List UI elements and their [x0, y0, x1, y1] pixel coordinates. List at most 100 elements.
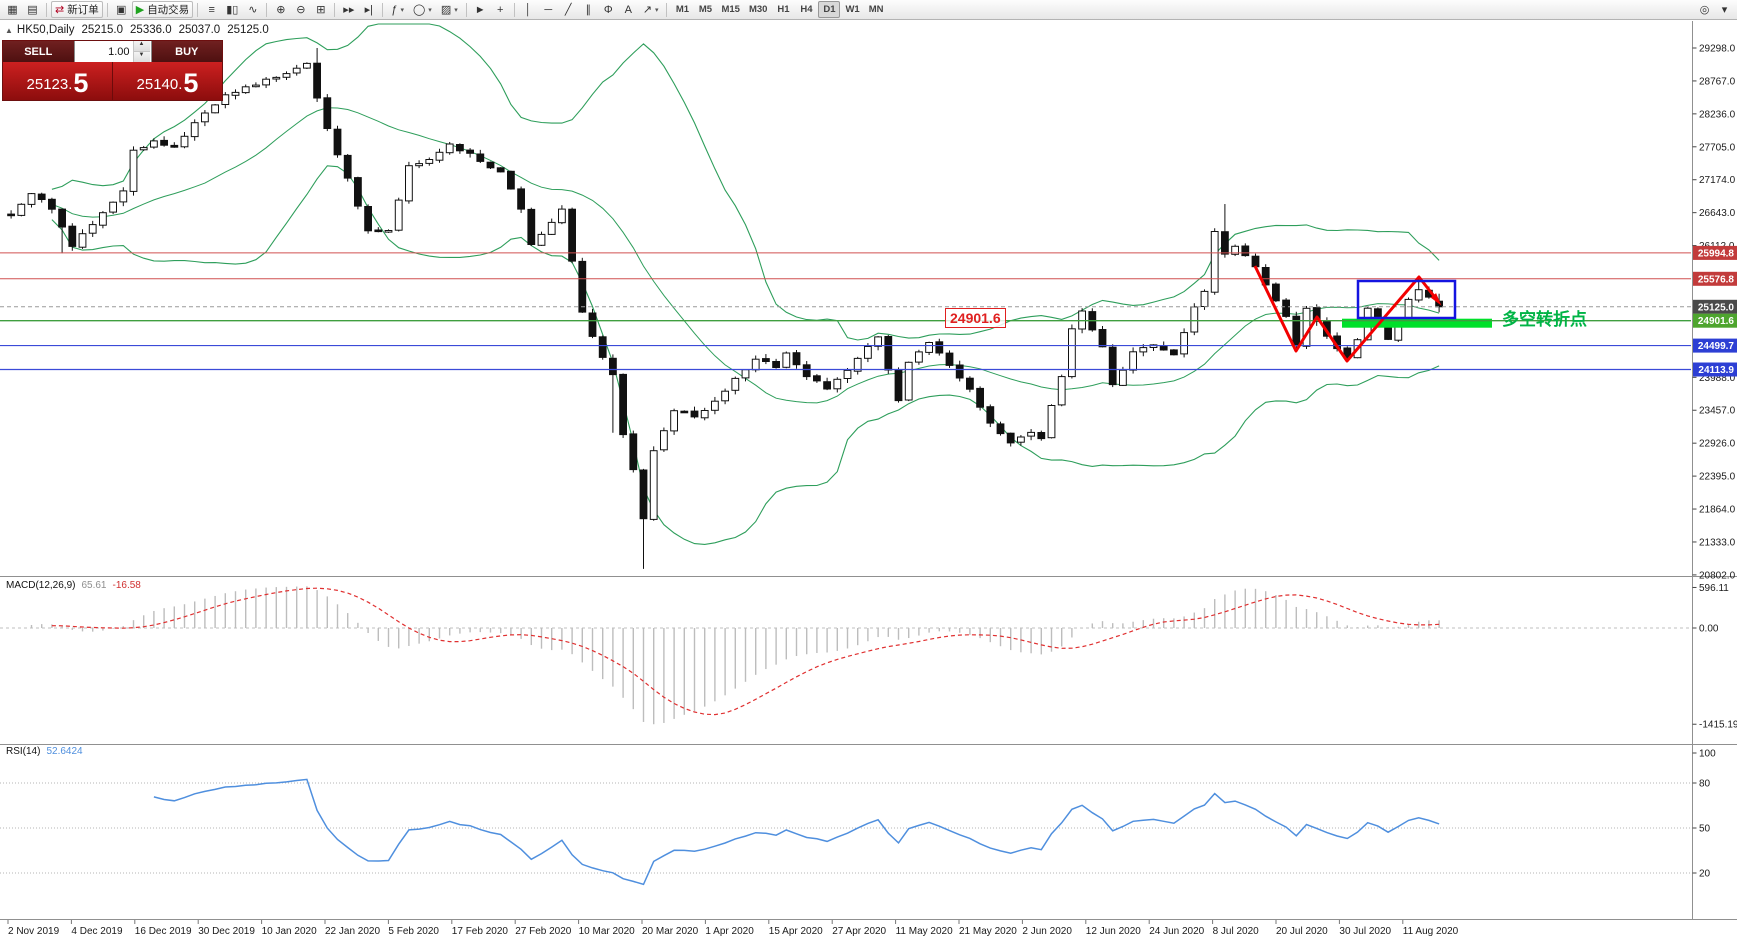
vertical-line-icon: │ — [524, 3, 532, 16]
equidistant-channel-icon: ∥ — [585, 4, 591, 16]
rsi-name: RSI(14) — [6, 746, 41, 757]
vertical-line-button[interactable]: │ — [519, 1, 538, 18]
candle — [282, 73, 291, 78]
candle — [1414, 289, 1423, 301]
candle — [813, 375, 821, 382]
trendline-button[interactable]: ╱ — [559, 1, 578, 18]
fibonacci-button[interactable]: Φ — [599, 1, 618, 18]
price-level-tag-label: 25576.8 — [1698, 274, 1735, 285]
indicators-button[interactable]: ƒ ▾ — [387, 1, 408, 18]
zoom-search-icon: ◎ — [1699, 4, 1710, 16]
new-order-button[interactable]: ⇄ 新订单 — [51, 1, 103, 18]
auto-scroll-button[interactable]: ▸▸ — [339, 1, 358, 18]
zoom-search-button[interactable]: ◎ — [1695, 1, 1714, 18]
date-label: 1 Apr 2020 — [705, 926, 754, 937]
crosshair-button[interactable]: + — [491, 1, 510, 18]
timeframe-h4-button[interactable]: H4 — [800, 4, 813, 15]
arrows-button[interactable]: ↗ ▾ — [639, 1, 663, 18]
time-axis-background — [0, 920, 1737, 941]
equidistant-channel-button[interactable]: ∥ — [579, 1, 598, 18]
chart-type-candles-icon: ▮▯ — [226, 4, 239, 16]
price-axis-tick-label: 23988.0 — [1699, 373, 1736, 384]
chart-type-candles-button[interactable]: ▮▯ — [222, 1, 242, 18]
candle — [690, 410, 699, 418]
chart-window-button[interactable]: ▣ — [112, 1, 131, 18]
chart-type-line-button[interactable]: ∿ — [243, 1, 262, 18]
toolbar-separator — [106, 2, 108, 17]
candle — [27, 193, 36, 205]
timeframe-m15-button[interactable]: M15 — [721, 4, 740, 15]
periods-icon: ◯ — [412, 4, 426, 16]
candle — [99, 212, 107, 226]
macd-axis-label: -1415.19 — [1699, 720, 1737, 731]
periods-button[interactable]: ◯ ▾ — [409, 1, 436, 18]
zoom-in-button[interactable]: ⊕ — [271, 1, 290, 18]
auto-trading-button[interactable]: ▶ 自动交易 — [131, 1, 194, 18]
price-axis-background — [1692, 21, 1737, 941]
candle — [588, 312, 597, 337]
toolbar-separator — [666, 2, 668, 17]
quick-menu-button[interactable]: ▾ — [1715, 1, 1734, 18]
chart-type-bars-button[interactable]: ≡ — [202, 1, 221, 18]
volume-down-button[interactable]: ▼ — [133, 51, 150, 62]
templates-button[interactable]: ▨ ▾ — [437, 1, 462, 18]
chart-window-icon: ▣ — [116, 4, 127, 16]
price-level-tag — [1693, 271, 1737, 286]
tile-windows-button[interactable]: ⊞ — [311, 1, 330, 18]
price-axis-tick-label: 28236.0 — [1699, 109, 1736, 120]
indicators-icon: ƒ — [391, 3, 398, 16]
rsi-line — [153, 778, 1440, 886]
sell-button[interactable]: 25123. 5 — [3, 62, 112, 100]
timeframe-mn-button[interactable]: MN — [868, 4, 884, 15]
timeframe-m5-button[interactable]: M5 — [698, 4, 713, 15]
price-level-tag-label: 25125.0 — [1698, 302, 1735, 313]
buy-header-label: BUY — [151, 41, 222, 62]
horizontal-line-button[interactable]: ─ — [539, 1, 558, 18]
cursor-button[interactable]: ► — [471, 1, 490, 18]
rsi-value: 52.6424 — [46, 746, 83, 757]
candle — [1312, 307, 1321, 322]
new-chart-button[interactable]: ▦ — [3, 1, 22, 18]
date-label: 20 Jul 2020 — [1276, 926, 1328, 937]
candle — [496, 167, 505, 173]
candle — [772, 361, 781, 368]
timeframe-w1-button[interactable]: W1 — [845, 4, 860, 15]
tile-windows-icon: ⊞ — [316, 4, 326, 16]
profiles-button[interactable]: ▤ — [23, 1, 42, 18]
volume-input[interactable] — [74, 41, 133, 62]
symbol-period-label: HK50,Daily — [16, 24, 75, 36]
arrows-caret-icon: ▾ — [654, 6, 659, 14]
timeframe-m30-button[interactable]: M30 — [748, 4, 768, 15]
candle — [741, 369, 750, 379]
candle — [272, 76, 281, 80]
zoom-in-icon: ⊕ — [276, 4, 286, 16]
candle — [843, 369, 852, 379]
volume-up-button[interactable]: ▲ — [133, 41, 150, 51]
candle — [252, 84, 260, 88]
candle — [37, 193, 46, 201]
candle — [823, 381, 832, 390]
sell-price-main: 25123. — [26, 76, 73, 93]
date-label: 27 Feb 2020 — [515, 926, 572, 937]
price-axis-tick-label: 22395.0 — [1699, 472, 1736, 483]
candle — [190, 122, 199, 138]
chart-shift-button[interactable]: ▸| — [359, 1, 378, 18]
templates-caret-icon: ▾ — [454, 6, 458, 14]
date-label: 8 Jul 2020 — [1213, 926, 1260, 937]
buy-button[interactable]: 25140. 5 — [113, 62, 222, 100]
price-axis-tick-label: 27705.0 — [1699, 142, 1736, 153]
price-level-tag-label: 24499.7 — [1698, 341, 1735, 352]
candle — [986, 406, 995, 424]
price-axis-tick-label: 27174.0 — [1699, 175, 1736, 186]
candle — [1098, 329, 1107, 348]
timeframe-h1-button[interactable]: H1 — [777, 4, 790, 15]
timeframe-m1-button[interactable]: M1 — [675, 4, 690, 15]
zoom-out-button[interactable]: ⊖ — [291, 1, 310, 18]
text-label-button[interactable]: A — [619, 1, 638, 18]
candle — [1282, 299, 1290, 317]
candle — [1139, 347, 1148, 353]
timeframe-d1-button[interactable]: D1 — [818, 1, 841, 18]
candle — [537, 233, 546, 246]
